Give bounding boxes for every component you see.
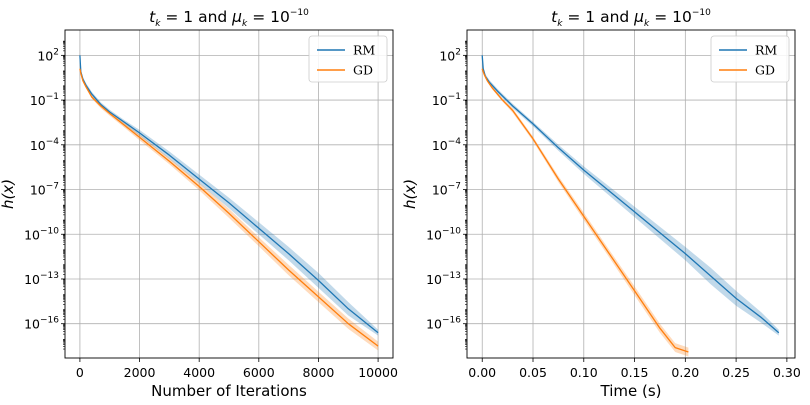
x-tick-labels: 0 2000 4000 6000 8000 10000 (76, 358, 398, 380)
x-tick-label: 0.15 (621, 365, 649, 380)
y-tick-labels: 102 10−1 10−4 10−7 10−10 10−13 10−16 (426, 40, 467, 350)
x-tick-label: 0.20 (671, 365, 699, 380)
y-axis-label: h(x) (401, 179, 419, 209)
legend-box (308, 35, 388, 83)
x-tick-label: 0 (76, 365, 84, 380)
y-tick-label: 102 (439, 47, 461, 63)
y-tick-labels: 102 10−1 10−4 10−7 10−10 10−13 10−16 (24, 40, 65, 350)
x-tick-label: 10000 (358, 365, 398, 380)
chart-title: tk = 1 and μk = 10−10 (551, 8, 711, 29)
legend-box (710, 35, 790, 83)
y-tick-label: 10−10 (426, 226, 461, 242)
y-tick-label: 10−1 (432, 92, 461, 108)
x-tick-label: 0.00 (468, 365, 496, 380)
left-chart: 0 2000 4000 6000 8000 10000 10210−110−410−710… (0, 8, 398, 400)
chart-title: tk = 1 and μk = 10−10 (149, 8, 309, 29)
series-line-gd (79, 68, 379, 347)
grid-lines (65, 30, 393, 358)
x-axis-label: Time (s) (600, 382, 662, 400)
legend-label: RM (353, 43, 375, 58)
legend-label: RM (755, 43, 777, 58)
series-band-gd (79, 67, 379, 351)
series-band-rm (79, 53, 379, 336)
series-line-rm (79, 55, 379, 334)
x-tick-label: 4000 (183, 365, 215, 380)
y-tick-label: 10−7 (432, 182, 461, 198)
x-tick-label: 0.30 (773, 365, 801, 380)
y-tick-label: 10−13 (426, 271, 461, 287)
x-tick-label: 0.10 (570, 365, 598, 380)
series-line-rm (481, 55, 780, 334)
grid-lines (467, 30, 795, 358)
y-axis-label: h(x) (0, 179, 17, 209)
y-tick-label: 10−16 (426, 316, 461, 332)
y-tick-label: 10−13 (24, 271, 59, 287)
x-tick-label: 0.25 (722, 365, 750, 380)
x-axis-label: Number of Iterations (151, 382, 307, 400)
y-tick-label: 10−4 (30, 137, 59, 153)
series-line-gd (481, 68, 689, 353)
legend: RM GD (710, 35, 790, 83)
series-lines (79, 55, 379, 347)
series-bands (482, 53, 779, 357)
y-tick-label: 102 (37, 47, 59, 63)
legend: RM GD (308, 35, 388, 83)
series-bands (79, 53, 379, 351)
series-band-rm (482, 53, 779, 336)
x-tick-label: 6000 (243, 365, 275, 380)
x-tick-label: 2000 (124, 365, 156, 380)
legend-label: GD (353, 63, 373, 78)
series-lines (481, 55, 780, 353)
right-chart: 0.00 0.05 0.10 0.15 0.20 0.25 0.30 102 10−1 10−4… (401, 8, 801, 400)
x-tick-labels: 0.00 0.05 0.10 0.15 0.20 0.25 0.30 (468, 358, 801, 380)
y-tick-label: 10−1 (30, 92, 59, 108)
y-tick-label: 10−16 (24, 316, 59, 332)
y-tick-label: 10−7 (30, 182, 59, 198)
y-tick-label: 10−4 (432, 137, 461, 153)
y-tick-label: 10−10 (24, 226, 59, 242)
x-tick-label: 8000 (303, 365, 335, 380)
x-tick-label: 0.05 (519, 365, 547, 380)
legend-label: GD (755, 63, 775, 78)
